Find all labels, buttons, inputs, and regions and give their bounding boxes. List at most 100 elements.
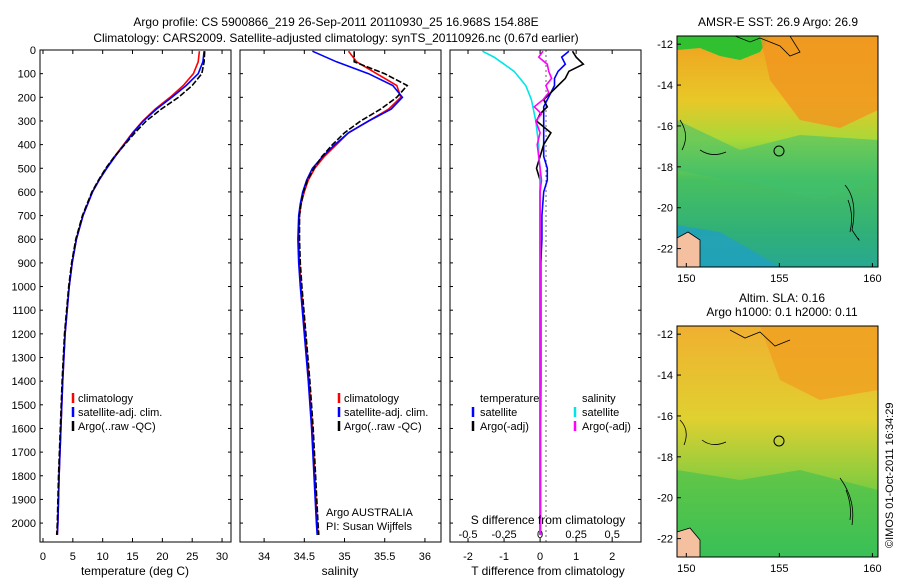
y-tick-label: 2000 — [12, 518, 36, 530]
x-tick-label: -1 — [499, 551, 509, 563]
map-y-tick-label: -22 — [657, 244, 673, 256]
legend-climatology: climatology — [78, 393, 134, 405]
series-line-temperature-satellite — [539, 50, 570, 535]
map-y-tick-label: -14 — [657, 80, 673, 92]
x-tick-label: 25 — [186, 551, 198, 563]
x-tick-label: 34 — [258, 551, 270, 563]
y-tick-label: 1900 — [12, 494, 36, 506]
map-x-tick-label: 160 — [863, 273, 881, 285]
map-y-tick-label: -20 — [657, 203, 673, 215]
x-tick-label: 10 — [97, 551, 109, 563]
x-tick-label: 35.5 — [374, 551, 395, 563]
s-tick-label: 0 — [537, 529, 543, 541]
sst-bathymetry-contour — [679, 119, 860, 241]
legend-climatology: climatology — [344, 393, 400, 405]
salinity-x-axis: 34 34.5 35 35.5 36 — [258, 50, 431, 563]
series-line-climatology — [56, 51, 201, 535]
map-x-tick-label: 150 — [677, 273, 695, 285]
legend-s-satellite: satellite — [582, 407, 619, 419]
y-tick-label: 900 — [18, 258, 36, 270]
s-difference-axis: -0.5 -0.25 0 0.25 0.5 — [459, 529, 620, 541]
map-y-tick-label: -16 — [657, 121, 673, 133]
x-tick-label: 0 — [40, 551, 46, 563]
y-tick-label: 700 — [18, 211, 36, 223]
difference-panel — [449, 49, 642, 543]
y-tick-label: 0 — [30, 45, 36, 57]
series-line-salinity-satellite — [482, 50, 541, 535]
sst-map-title: AMSR-E SST: 26.9 Argo: 26.9 — [698, 15, 858, 29]
y-tick-label: 100 — [18, 69, 36, 81]
y-tick-label: 1400 — [12, 376, 36, 388]
x-tick-label: 0 — [537, 551, 543, 563]
y-tick-label: 200 — [18, 92, 36, 104]
x-tick-label: 36 — [419, 551, 431, 563]
temperature-x-axis: 0 5 10 15 20 25 30 — [40, 50, 228, 563]
sla-high-patch — [760, 326, 878, 400]
y-tick-label: 1300 — [12, 353, 36, 365]
series-line-salinity-argo-adj- — [533, 50, 553, 535]
y-tick-label: 500 — [18, 163, 36, 175]
series-line-argo-raw-qc- — [55, 51, 206, 535]
salinity-legend: climatology satellite-adj. clim. Argo(..… — [326, 393, 428, 533]
difference-series — [482, 50, 585, 535]
y-tick-label: 1500 — [12, 400, 36, 412]
legend-satellite: satellite-adj. clim. — [78, 407, 162, 419]
s-tick-label: -0.25 — [492, 529, 517, 541]
legend-salinity-title: salinity — [582, 393, 616, 405]
temperature-xlabel: temperature (deg C) — [81, 564, 189, 578]
s-difference-label: S difference from climatology — [471, 513, 626, 527]
x-tick-label: 35 — [338, 551, 350, 563]
sst-map-frame — [676, 35, 879, 268]
temperature-legend: climatology satellite-adj. clim. Argo(..… — [71, 393, 162, 433]
map-x-tick-label: 155 — [770, 273, 788, 285]
map-y-tick-label: -18 — [657, 162, 673, 174]
legend-s-argo: Argo(-adj) — [582, 421, 631, 433]
argo-location-marker — [773, 145, 785, 157]
temperature-panel — [39, 49, 232, 543]
y-tick-label: 600 — [18, 187, 36, 199]
legend-argo: Argo(..raw -QC) — [344, 421, 422, 433]
sst-warm-patch — [760, 36, 878, 128]
map-y-tick-label: -22 — [657, 534, 673, 546]
map-y-tick-label: -18 — [657, 452, 673, 464]
sla-low-patch — [677, 470, 878, 557]
sst-map — [676, 35, 879, 268]
copyright-credit: ©IMOS 01-Oct-2011 16:34:29 — [884, 403, 896, 548]
coastline-north — [734, 35, 801, 57]
y-tick-label: 1200 — [12, 329, 36, 341]
map-y-tick-label: -20 — [657, 493, 673, 505]
sla-map — [676, 325, 879, 558]
x-tick-label: 34.5 — [294, 551, 315, 563]
salinity-xlabel: salinity — [322, 564, 359, 578]
y-tick-label: 800 — [18, 234, 36, 246]
y-tick-label: 300 — [18, 116, 36, 128]
coastline — [676, 231, 701, 268]
map-y-tick-label: -16 — [657, 411, 673, 423]
sla-map-title-1: Altim. SLA: 0.16 — [739, 291, 825, 305]
s-tick-label: 0.5 — [605, 529, 620, 541]
sst-south-patch — [677, 225, 780, 267]
x-tick-label: 30 — [216, 551, 228, 563]
sla-map-title-2: Argo h1000: 0.1 h2000: 0.11 — [706, 305, 858, 319]
difference-x-axis: -2 -1 0 1 2 — [463, 50, 615, 563]
series-line-satellite-adj-clim- — [297, 50, 404, 535]
series-line-satellite-adj-clim- — [56, 51, 205, 535]
sst-north-patch — [677, 36, 770, 60]
sla-map-frame — [676, 325, 879, 558]
x-tick-label: 2 — [609, 551, 615, 563]
argo-location-marker — [773, 435, 785, 447]
legend-t-satellite: satellite — [480, 407, 517, 419]
salinity-panel — [239, 49, 442, 543]
series-line-argo-raw-qc- — [298, 51, 409, 535]
x-tick-label: 5 — [70, 551, 76, 563]
y-tick-label: 1100 — [12, 305, 36, 317]
map-y-tick-label: -14 — [657, 370, 673, 382]
sst-cool-band — [677, 120, 878, 200]
legend-t-argo: Argo(-adj) — [480, 421, 529, 433]
y-tick-label: 400 — [18, 140, 36, 152]
title-line1: Argo profile: CS 5900866_219 26-Sep-2011… — [133, 15, 538, 29]
map-x-tick-label: 155 — [770, 563, 788, 575]
temperature-series — [55, 51, 206, 535]
t-difference-xlabel: T difference from climatology — [471, 564, 625, 578]
